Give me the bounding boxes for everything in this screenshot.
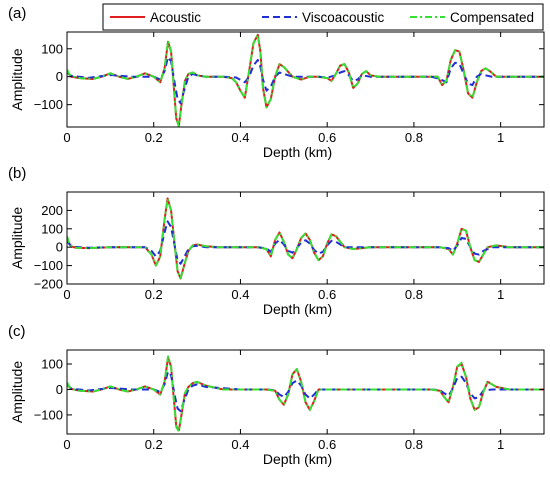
y-tick-label: 0: [56, 69, 63, 84]
x-tick-label: 0.6: [318, 437, 336, 452]
x-tick-label: 0: [63, 130, 70, 145]
y-axis-label: Amplitude: [9, 207, 25, 269]
legend-label-viscoacoustic: Viscoacoustic: [302, 10, 385, 25]
x-tick-label: 0: [63, 437, 70, 452]
x-tick-label: 0.8: [405, 437, 423, 452]
plot-frame: [66, 349, 545, 435]
y-tick-label: 200: [41, 203, 63, 218]
y-tick-label: −100: [34, 407, 63, 422]
legend: Acoustic Viscoacoustic Compensated: [102, 3, 544, 31]
x-tick-label: 1: [497, 287, 504, 302]
x-tick-label: 0.8: [405, 287, 423, 302]
x-axis-label: Depth (km): [263, 301, 332, 317]
legend-label-acoustic: Acoustic: [150, 10, 201, 25]
plot-frame: [66, 31, 545, 128]
panel-label: (c): [8, 323, 26, 340]
x-tick-label: 0: [63, 287, 70, 302]
x-axis-label: Depth (km): [263, 144, 332, 160]
y-tick-label: 100: [41, 221, 63, 236]
y-tick-label: −100: [34, 97, 63, 112]
y-tick-label: 0: [56, 240, 63, 255]
series-line-viscoacoustic: [67, 370, 544, 413]
panel-label: (b): [8, 165, 26, 182]
chart-panel-1: 0 0.2 0.4 0.6 0.8 1 −100 0 100 Depth (km) Amplitud…: [8, 5, 545, 160]
y-axis-label: Amplitude: [9, 48, 25, 110]
x-axis-label: Depth (km): [263, 451, 332, 467]
x-tick-label: 0.2: [145, 437, 163, 452]
series-line-viscoacoustic: [67, 56, 544, 105]
plot-frame: [66, 191, 545, 285]
x-tick-label: 0.4: [231, 130, 249, 145]
series-line-compensated: [67, 197, 544, 280]
y-tick-label: 0: [56, 382, 63, 397]
series-line-compensated: [67, 355, 544, 433]
x-tick-label: 0.6: [318, 287, 336, 302]
legend-box: [102, 3, 544, 31]
x-tick-label: 0.2: [145, 287, 163, 302]
legend-label-compensated: Compensated: [450, 10, 534, 25]
y-tick-label: −100: [34, 258, 63, 273]
series-line-viscoacoustic: [67, 220, 544, 265]
x-tick-label: 0.6: [318, 130, 336, 145]
x-tick-label: 1: [497, 130, 504, 145]
panel-label: (a): [8, 5, 26, 22]
x-tick-label: 0.4: [231, 437, 249, 452]
x-tick-label: 1: [497, 437, 504, 452]
x-tick-label: 0.8: [405, 130, 423, 145]
series-line-acoustic: [67, 33, 544, 127]
y-tick-label: −200: [34, 277, 63, 292]
y-tick-label: 100: [41, 41, 63, 56]
x-tick-label: 0.2: [145, 130, 163, 145]
series-line-compensated: [67, 33, 544, 127]
x-tick-label: 0.4: [231, 287, 249, 302]
series-line-acoustic: [67, 197, 544, 280]
y-axis-label: Amplitude: [9, 361, 25, 423]
y-tick-label: 100: [41, 357, 63, 372]
